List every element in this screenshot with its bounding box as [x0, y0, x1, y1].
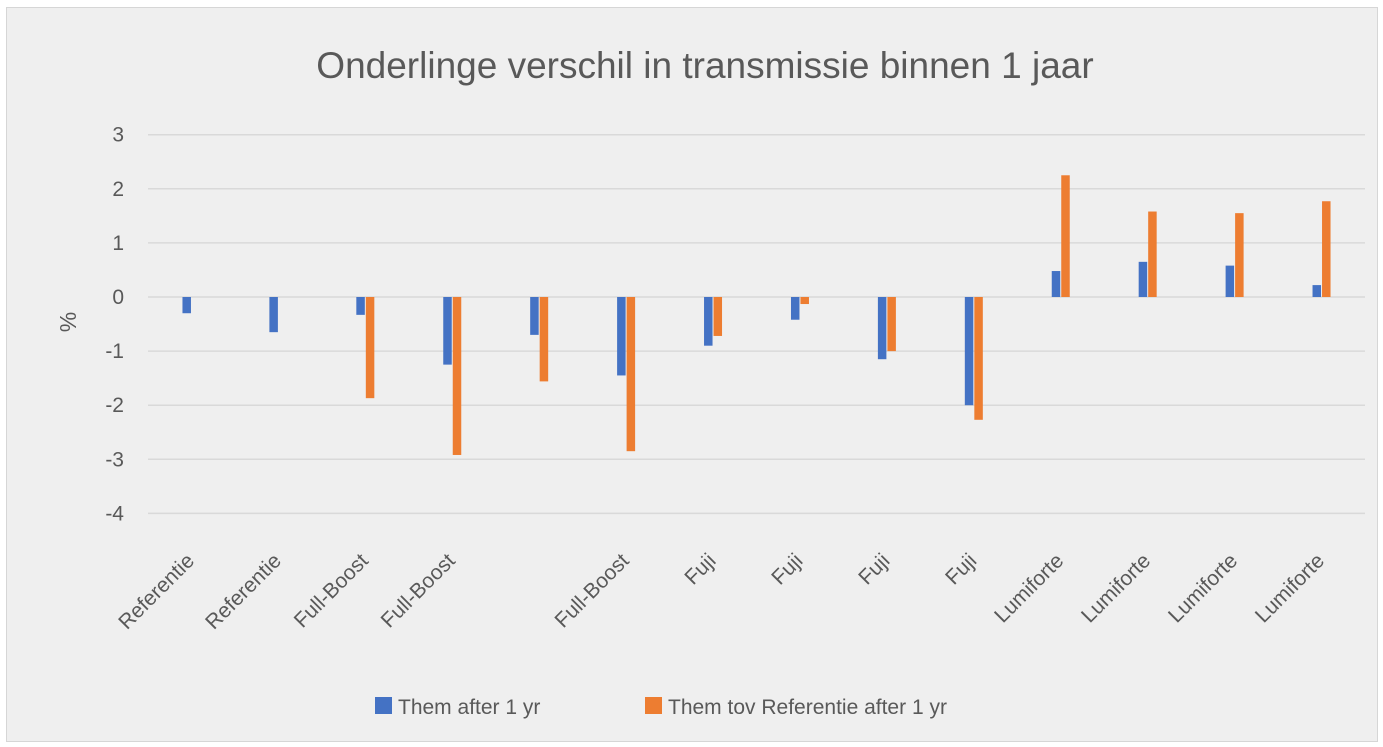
bar-them-after-1-yr — [443, 297, 452, 365]
bar-them-after-1-yr — [530, 297, 539, 335]
category-label: Fuji — [680, 549, 720, 589]
category-labels: Referentie Referentie Full-Boost Full-Boost… — [114, 549, 1329, 634]
y-tick-label: -2 — [105, 394, 124, 417]
category-label: Full-Boost — [377, 549, 460, 632]
y-tick-label: 2 — [112, 178, 124, 201]
y-axis-label: % — [55, 312, 81, 332]
category-label: Lumiforte — [1251, 549, 1329, 627]
bar-them-tov-referentie — [539, 297, 549, 382]
legend-label: Them tov Referentie after 1 yr — [668, 696, 947, 719]
category-label: Full-Boost — [290, 549, 373, 632]
bar-them-tov-referentie — [1235, 213, 1244, 297]
legend: Them after 1 yr Them tov Referentie after… — [375, 696, 947, 719]
bar-them-after-1-yr — [617, 297, 626, 376]
bar-them-after-1-yr — [964, 297, 974, 406]
legend-swatch — [375, 697, 392, 714]
grid-layer — [148, 133, 1365, 515]
bar-them-after-1-yr — [356, 297, 365, 315]
category-label: Fuji — [941, 549, 981, 589]
bar-them-after-1-yr — [1225, 265, 1235, 297]
bar-them-tov-referentie — [365, 297, 375, 399]
category-label: Lumiforte — [1164, 549, 1242, 627]
y-tick-label: -1 — [105, 340, 124, 363]
category-label: Referentie — [201, 549, 286, 634]
bars — [182, 175, 1331, 455]
bar-them-tov-referentie — [1148, 211, 1157, 297]
category-label: Fuji — [767, 549, 807, 589]
bar-them-after-1-yr — [1312, 285, 1322, 297]
category-label: Full-Boost — [551, 549, 634, 632]
y-tick-labels: 3 2 1 0 -1 -2 -3 -4 — [105, 124, 124, 526]
bar-them-tov-referentie — [713, 297, 723, 336]
y-tick-label: -4 — [105, 502, 124, 525]
bar-them-tov-referentie — [1322, 201, 1331, 297]
chart-area — [6, 7, 1378, 742]
legend-swatch — [645, 697, 662, 714]
y-tick-label: 1 — [112, 232, 124, 255]
category-label: Referentie — [114, 549, 199, 634]
bar-them-tov-referentie — [800, 297, 809, 305]
category-label: Lumiforte — [990, 549, 1068, 627]
bar-them-tov-referentie — [887, 297, 896, 352]
bar-them-tov-referentie — [1061, 175, 1070, 297]
legend-label: Them after 1 yr — [398, 696, 540, 719]
chart-title: Onderlinge verschil in transmissie binne… — [316, 45, 1093, 86]
bar-them-after-1-yr — [877, 297, 887, 360]
bar-them-tov-referentie — [974, 297, 983, 420]
y-tick-label: 0 — [112, 286, 124, 309]
bar-them-after-1-yr — [1051, 271, 1061, 297]
bar-them-tov-referentie — [626, 297, 636, 452]
bar-them-after-1-yr — [704, 297, 713, 346]
bar-them-after-1-yr — [790, 297, 800, 320]
bar-them-after-1-yr — [182, 297, 191, 314]
category-label: Fuji — [854, 549, 894, 589]
category-label: Lumiforte — [1077, 549, 1155, 627]
y-tick-label: 3 — [112, 124, 124, 147]
y-tick-label: -3 — [105, 448, 124, 471]
bar-them-after-1-yr — [269, 297, 278, 333]
bar-them-tov-referentie — [452, 297, 462, 455]
bar-them-after-1-yr — [1138, 261, 1148, 297]
